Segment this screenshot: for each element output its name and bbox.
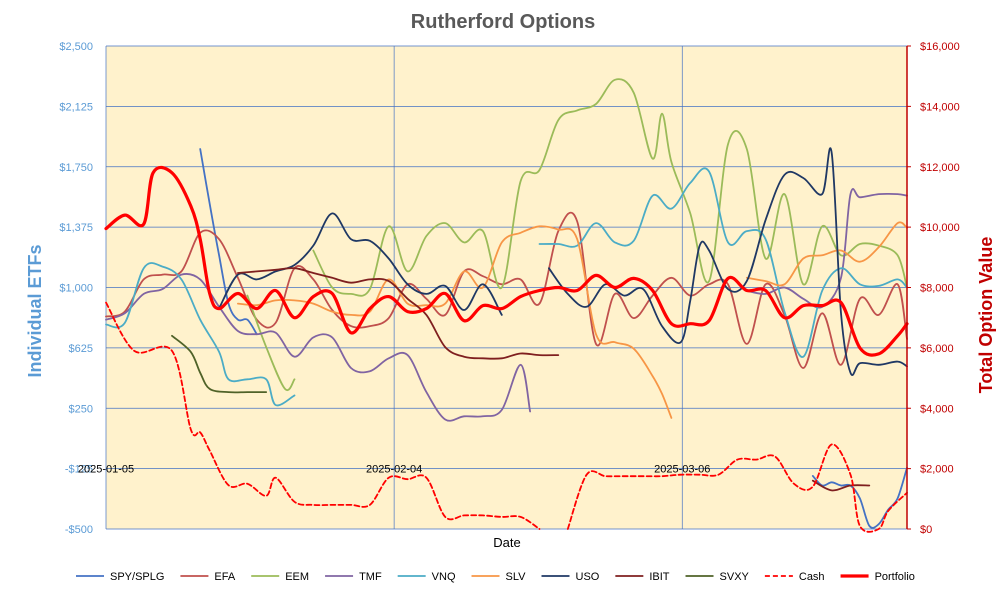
series-line <box>745 221 908 287</box>
y2-tick-label: $6,000 <box>920 343 954 355</box>
x-tick-label: 2025-01-05 <box>78 464 134 476</box>
y-tick-label: -$125 <box>65 464 93 476</box>
legend-label: IBIT <box>649 571 669 583</box>
y2-tick-label: $10,000 <box>920 222 960 234</box>
series-line <box>105 301 541 530</box>
axis-ticks: -$500 -$125 $250 $625 $1,000 $1,375 $1,750 $2,1… <box>59 41 959 536</box>
y2-tick-label: $12,000 <box>920 162 960 174</box>
y-tick-label: $1,000 <box>59 283 93 295</box>
series-line <box>548 147 908 376</box>
series-line <box>199 148 258 336</box>
y-tick-label: -$500 <box>65 524 93 536</box>
y2-axis-title: Total Option Value <box>976 237 996 394</box>
legend-label: Portfolio <box>875 571 915 583</box>
legend-label: SLV <box>506 571 527 583</box>
series-line <box>246 294 296 392</box>
y-tick-label: $1,750 <box>59 162 93 174</box>
series-line <box>745 188 908 309</box>
y-tick-label: $2,500 <box>59 41 93 53</box>
y2-tick-label: $0 <box>920 524 932 536</box>
series-line <box>237 267 560 360</box>
y2-tick-label: $2,000 <box>920 464 954 476</box>
y2-tick-label: $16,000 <box>920 41 960 53</box>
legend-label: Cash <box>799 571 825 583</box>
x-tick-label: 2025-03-06 <box>654 464 710 476</box>
y2-tick-label: $8,000 <box>920 283 954 295</box>
x-axis-title: Date <box>493 535 520 550</box>
legend-label: USO <box>576 571 600 583</box>
series-line <box>566 443 908 533</box>
series-line <box>811 479 871 492</box>
legend-label: EEM <box>285 571 309 583</box>
series-line <box>105 273 531 422</box>
y-tick-label: $1,375 <box>59 222 93 234</box>
legend-label: SVXY <box>720 571 750 583</box>
legend-label: TMF <box>359 571 382 583</box>
legend-label: SPY/SPLG <box>110 571 164 583</box>
series-line <box>105 211 908 369</box>
y-tick-label: $250 <box>69 403 93 415</box>
series-lines <box>104 78 909 533</box>
series-line <box>312 78 908 297</box>
series-line <box>237 225 673 419</box>
chart-title: Rutherford Options <box>411 11 595 33</box>
y2-tick-label: $14,000 <box>920 101 960 113</box>
legend: SPY/SPLG EFA EEM TMF VNQ SLV USO IBIT SVXY Cash Po… <box>76 571 915 583</box>
series-line <box>218 212 503 316</box>
series-line <box>105 262 296 407</box>
legend-label: EFA <box>214 571 235 583</box>
series-line <box>171 334 268 394</box>
y-axis-title: Individual ETFs <box>25 244 45 377</box>
series-line <box>104 165 909 357</box>
y-tick-label: $2,125 <box>59 101 93 113</box>
y2-tick-label: $4,000 <box>920 403 954 415</box>
series-line <box>538 167 908 358</box>
y-tick-label: $625 <box>69 343 93 355</box>
x-tick-label: 2025-02-04 <box>366 464 422 476</box>
legend-label: VNQ <box>432 571 456 583</box>
